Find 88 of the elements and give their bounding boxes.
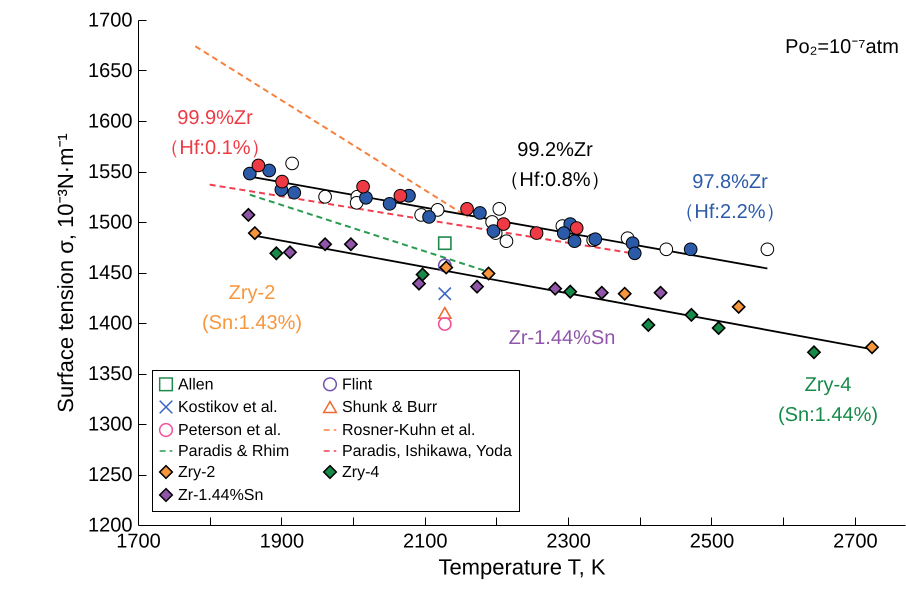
point (430, 203, 444, 217)
y-tick-label: 1500 (88, 212, 132, 234)
point (252, 158, 266, 172)
y-tick-label: 1600 (88, 110, 132, 132)
y-axis-title: Surface tension σ, 10⁻³N·m⁻¹ (53, 133, 78, 413)
point (382, 197, 396, 211)
point (618, 286, 632, 301)
point (422, 210, 436, 224)
y-tick-label: 1300 (88, 414, 132, 436)
point (807, 345, 821, 360)
point (470, 280, 484, 294)
x-tick-label: 1900 (260, 530, 304, 552)
point (684, 242, 698, 256)
legend-label: Zr-1.44%Sn (178, 487, 264, 504)
point (548, 282, 562, 296)
point (344, 237, 358, 252)
annotation: Zry-4 (Sn:1.44%) (778, 374, 878, 426)
point (318, 237, 332, 252)
point (568, 234, 582, 248)
point (760, 242, 774, 256)
point (628, 246, 642, 260)
legend-label: Zry-4 (342, 464, 380, 481)
y-tick-label: 1700 (88, 10, 132, 32)
point (732, 300, 746, 314)
annotation: Po₂=10⁻⁷atm (785, 36, 899, 58)
y-tick-label: 1450 (88, 262, 132, 284)
point (460, 202, 474, 216)
point (438, 286, 452, 301)
point (287, 186, 302, 200)
x-tick-label: 2500 (690, 530, 734, 552)
point (269, 246, 284, 260)
point (712, 321, 726, 335)
point (438, 317, 452, 331)
y-tick-label: 1550 (88, 161, 132, 183)
legend-label: Allen (178, 376, 214, 394)
y-tick-label: 1350 (88, 363, 132, 385)
point (248, 226, 262, 240)
point (659, 242, 674, 256)
point (570, 221, 584, 235)
annotation: Zry-2 (Sn:1.43%) (202, 282, 302, 334)
point (500, 234, 514, 248)
point (473, 206, 487, 220)
y-tick-label: 1400 (88, 312, 132, 334)
point (262, 164, 276, 178)
annotation: 97.8%Zr （Hf:2.2%） (674, 171, 786, 223)
point (482, 266, 496, 280)
point (530, 226, 544, 240)
x-axis-title: Temperature T, K (438, 554, 606, 580)
legend-label: Kostikov et al. (178, 399, 278, 416)
point (654, 286, 668, 300)
point (438, 236, 452, 250)
legend-label: Zry-2 (178, 464, 216, 481)
point (416, 268, 430, 282)
x-tick-label: 2100 (402, 530, 448, 552)
point (486, 224, 500, 238)
point (594, 286, 609, 300)
legend-label: Rosner-Kuhn et al. (342, 422, 476, 439)
x-tick-label: 2700 (833, 530, 878, 552)
legend-label: Paradis, Ishikawa, Yoda (342, 443, 512, 460)
y-tick-label: 1250 (88, 464, 132, 486)
point (356, 180, 370, 194)
legend-label: Paradis & Rhim (178, 443, 290, 460)
point (318, 190, 332, 204)
x-tick-label: 2300 (546, 530, 591, 552)
point (394, 188, 408, 203)
y-tick-label: 1650 (88, 60, 132, 82)
point (492, 202, 506, 216)
point (556, 226, 571, 240)
point (359, 190, 373, 205)
point (283, 245, 297, 260)
point (285, 156, 299, 170)
annotation: 99.2%Zr （Hf:0.8%） (499, 139, 611, 191)
point (563, 284, 578, 299)
point (865, 340, 879, 354)
point (241, 208, 256, 222)
legend-label: Flint (342, 376, 373, 394)
point (275, 174, 289, 188)
annotation: 99.9%Zr （Hf:0.1%） (159, 107, 271, 159)
point (243, 166, 257, 180)
point (438, 306, 452, 320)
point (412, 276, 426, 291)
point (641, 318, 656, 332)
legend-label: Peterson et al. (178, 422, 282, 439)
point (588, 232, 602, 246)
annotation: Zr-1.44%Sn (508, 327, 616, 349)
point (496, 217, 510, 231)
point (684, 308, 698, 322)
legend-label: Shunk & Burr (342, 399, 438, 416)
